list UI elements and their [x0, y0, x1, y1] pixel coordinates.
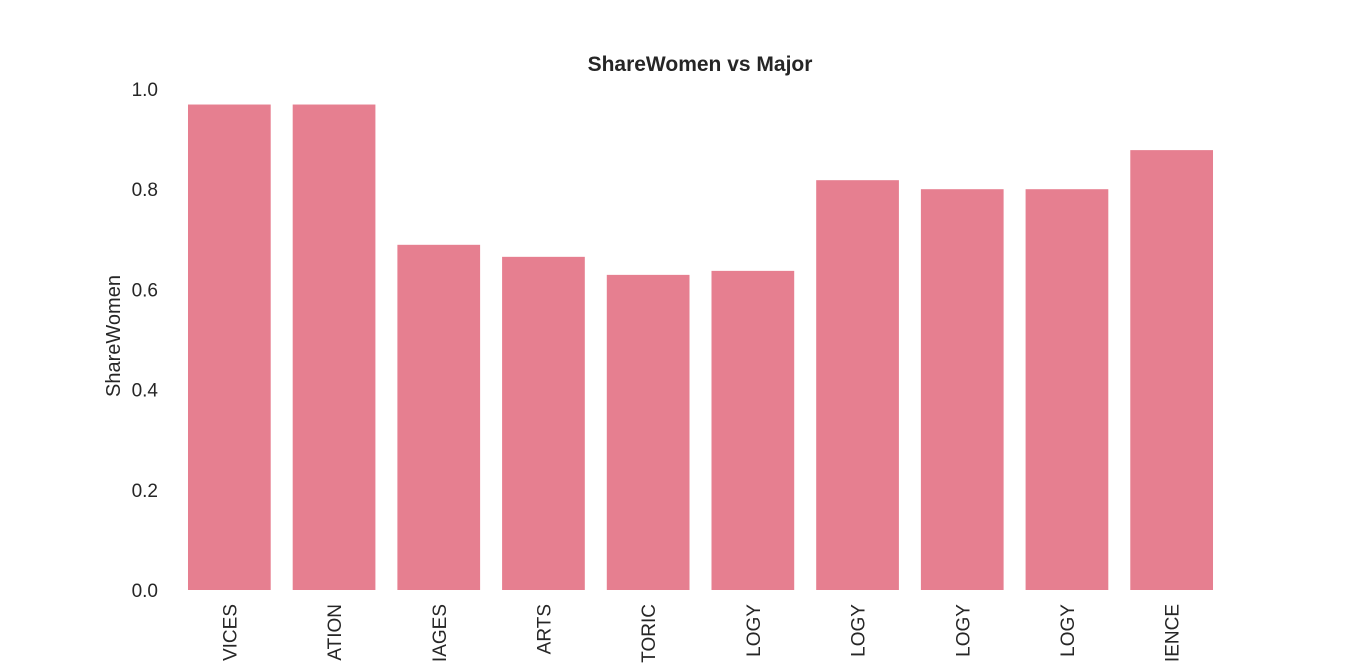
bar	[292, 104, 376, 590]
bar	[816, 180, 899, 590]
bar	[1130, 150, 1214, 590]
y-axis-ticks: 0.0 0.2 0.4 0.6 0.8 1.0	[132, 80, 159, 602]
x-tick-label: ARTS	[534, 604, 555, 654]
bar	[397, 244, 481, 590]
x-tick-label: VICES	[220, 604, 241, 661]
y-tick-label: 1.0	[132, 80, 158, 101]
x-tick-label: IENCE	[1163, 604, 1184, 662]
y-tick-label: 0.0	[132, 581, 158, 602]
x-tick-label: IAGES	[430, 604, 451, 662]
y-axis-label: ShareWomen	[103, 275, 125, 397]
bar	[711, 270, 795, 590]
x-tick-label: TORIC	[639, 604, 660, 663]
chart-title: ShareWomen vs Major	[588, 53, 813, 76]
bar	[502, 256, 585, 590]
bar	[606, 274, 690, 590]
x-tick-label: LOGY	[953, 604, 974, 657]
y-tick-label: 0.2	[132, 481, 158, 502]
y-tick-label: 0.4	[132, 381, 159, 402]
bars	[187, 104, 1214, 590]
x-tick-label: ATION	[325, 604, 346, 661]
y-tick-label: 0.6	[132, 280, 158, 301]
x-axis-ticks: VICES ATION IAGES ARTS TORIC LOGY LOGY LOGY LOGY…	[220, 604, 1183, 663]
x-tick-label: LOGY	[849, 604, 870, 657]
bar	[1025, 189, 1109, 590]
bar	[187, 104, 271, 590]
x-tick-label: LOGY	[1058, 604, 1079, 657]
x-tick-label: LOGY	[744, 604, 765, 657]
y-tick-label: 0.8	[132, 180, 158, 201]
bar	[920, 189, 1004, 590]
